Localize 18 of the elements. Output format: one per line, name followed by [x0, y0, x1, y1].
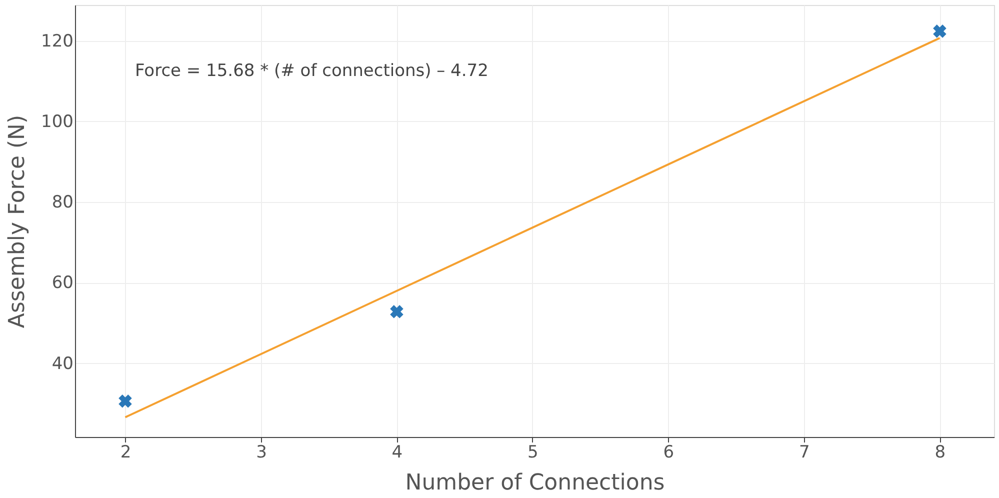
point [118, 394, 132, 408]
x-tick-label: 5 [528, 442, 538, 462]
x-axis-title: Number of Connections [405, 470, 665, 496]
annotation: Force = 15.68 * (# of connections) – 4.72 [135, 61, 488, 81]
x-tick-label: 7 [799, 442, 810, 462]
x-tick-label: 2 [120, 442, 132, 462]
x-tick-label: 6 [663, 442, 674, 462]
y-tick-label: 80 [52, 192, 74, 213]
x-tick-label: 3 [256, 442, 267, 462]
y-tick-label: 60 [52, 273, 74, 294]
y-tick-label: 100 [41, 112, 74, 132]
y-tick-label: 120 [41, 31, 74, 52]
x-tick-label: 4 [392, 442, 403, 462]
point [390, 305, 404, 318]
x-tick-label: 8 [934, 442, 946, 462]
point [933, 24, 946, 38]
y-axis-title: Assembly Force (N) [5, 114, 30, 328]
y-tick-label: 40 [52, 354, 74, 374]
